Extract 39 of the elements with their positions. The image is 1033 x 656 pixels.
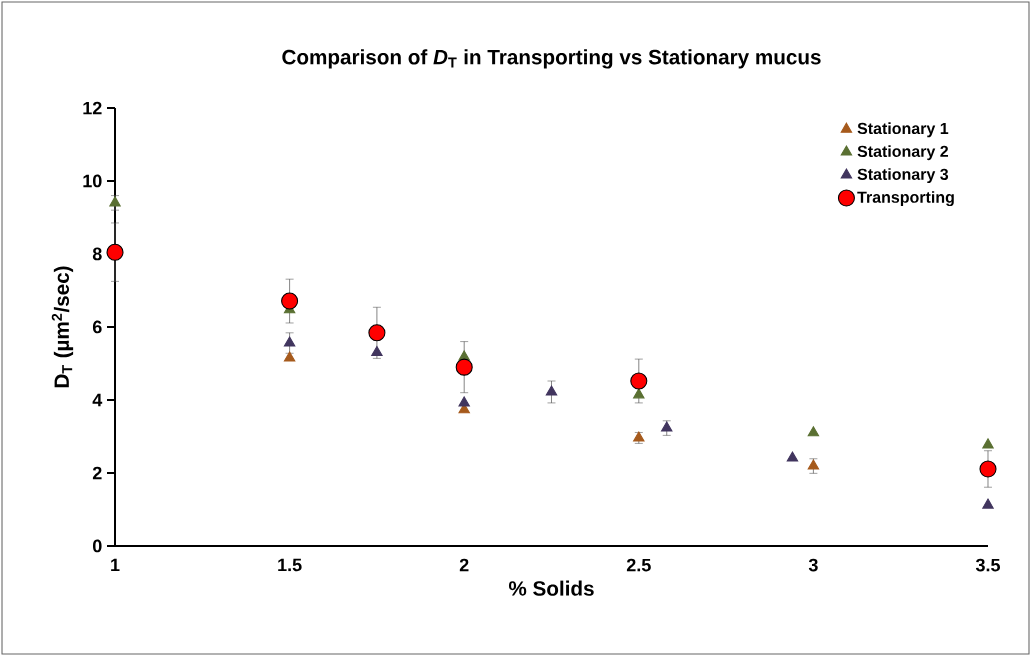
- point: [455, 358, 473, 376]
- point: [283, 351, 296, 362]
- point: [371, 346, 383, 357]
- point: [281, 292, 299, 310]
- point: [661, 421, 673, 432]
- chart-title: Comparison of D$_{T}$ in Transporting vs Stationary mucus: [282, 49, 821, 69]
- y-tick-label: 8: [92, 247, 102, 261]
- legend-label: Stationary 3: [857, 168, 949, 184]
- point: [109, 196, 121, 207]
- y-tick-label: 2: [92, 466, 102, 480]
- point: [106, 243, 124, 261]
- point: [786, 451, 799, 462]
- point: [633, 388, 645, 399]
- y-tick-label: 12: [83, 101, 102, 115]
- y-tick-label: 0: [92, 539, 102, 553]
- x-axis-title: % Solids: [508, 580, 594, 596]
- point: [458, 396, 470, 407]
- y-tick-label: 4: [92, 393, 103, 407]
- x-tick-label: 1: [111, 558, 120, 572]
- y-tick-label: 6: [92, 320, 102, 334]
- point: [807, 426, 820, 437]
- point: [630, 372, 648, 390]
- point: [283, 336, 296, 347]
- x-tick-label: 2: [459, 558, 469, 572]
- y-axis-title: D$_{T}$ (µm$^{2}$/sec): [51, 266, 74, 388]
- point: [982, 438, 994, 449]
- x-tick-label: 3.5: [975, 558, 1001, 572]
- legend-label: Stationary 2: [857, 145, 949, 161]
- point: [368, 324, 386, 342]
- x-tick-label: 2.5: [626, 558, 651, 572]
- x-tick-label: 1.5: [278, 558, 302, 572]
- legend-label: Stationary 1: [857, 122, 949, 138]
- point: [982, 498, 994, 509]
- point: [545, 385, 558, 396]
- x-tick-label: 3: [808, 558, 818, 572]
- point: [807, 459, 820, 470]
- point: [979, 460, 997, 478]
- legend-label: Transporting: [857, 191, 954, 207]
- y-tick-label: 10: [83, 174, 102, 188]
